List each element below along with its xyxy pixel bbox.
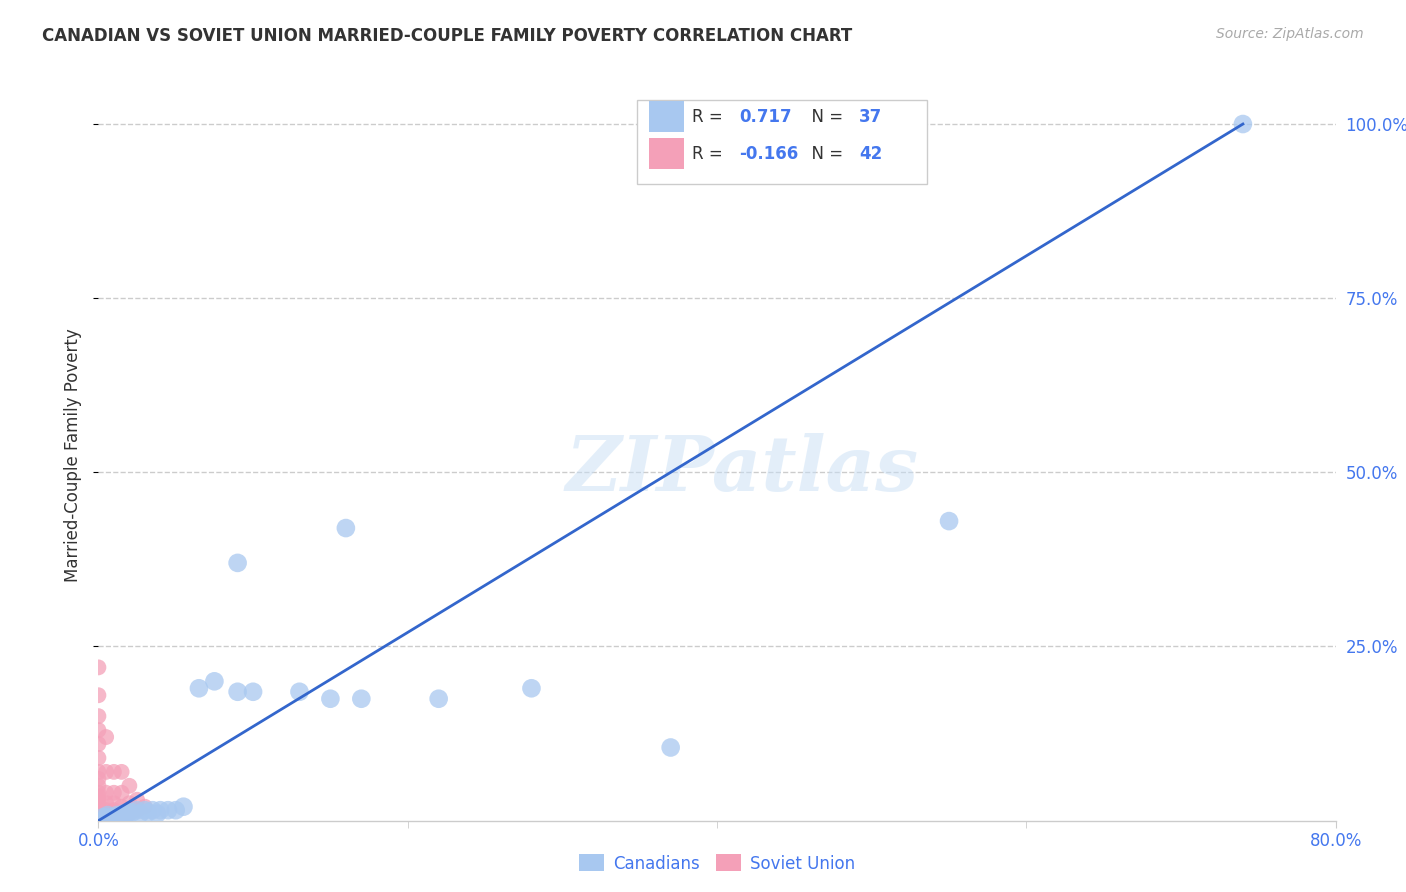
- Point: [103, 764, 125, 779]
- Point: [127, 803, 149, 817]
- Point: [87, 779, 110, 793]
- Point: [103, 786, 125, 800]
- Text: 37: 37: [859, 108, 883, 126]
- Point: [87, 793, 110, 807]
- Text: R =: R =: [692, 108, 728, 126]
- Point: [350, 691, 373, 706]
- Point: [87, 772, 110, 786]
- Point: [173, 799, 195, 814]
- Text: R =: R =: [692, 145, 728, 162]
- Point: [87, 723, 110, 737]
- Point: [134, 803, 156, 817]
- Point: [226, 556, 249, 570]
- Point: [96, 730, 118, 744]
- Point: [96, 764, 118, 779]
- Point: [105, 808, 128, 822]
- Point: [91, 810, 114, 824]
- Text: CANADIAN VS SOVIET UNION MARRIED-COUPLE FAMILY POVERTY CORRELATION CHART: CANADIAN VS SOVIET UNION MARRIED-COUPLE …: [42, 27, 852, 45]
- Point: [87, 737, 110, 751]
- Point: [87, 660, 110, 674]
- Point: [87, 801, 110, 815]
- Point: [87, 803, 110, 817]
- Point: [96, 796, 118, 810]
- Point: [335, 521, 357, 535]
- Point: [288, 685, 311, 699]
- Point: [87, 808, 110, 822]
- Point: [97, 808, 120, 822]
- Point: [115, 806, 138, 821]
- Point: [118, 779, 141, 793]
- Point: [87, 751, 110, 765]
- Point: [96, 810, 118, 824]
- Point: [242, 685, 264, 699]
- Point: [111, 806, 134, 821]
- Point: [129, 806, 152, 821]
- Point: [87, 709, 110, 723]
- Point: [121, 805, 143, 820]
- Point: [87, 688, 110, 702]
- Point: [87, 810, 110, 824]
- Text: ZIPatlas: ZIPatlas: [565, 433, 918, 507]
- Point: [96, 786, 118, 800]
- Point: [146, 806, 169, 821]
- Point: [520, 681, 543, 696]
- Point: [127, 803, 149, 817]
- Point: [111, 764, 134, 779]
- Text: 42: 42: [859, 145, 883, 162]
- Point: [87, 806, 110, 821]
- Point: [659, 740, 682, 755]
- Bar: [650, 102, 683, 132]
- Bar: [650, 138, 683, 169]
- Point: [96, 806, 118, 821]
- Point: [114, 810, 136, 824]
- Point: [427, 691, 450, 706]
- Point: [142, 803, 165, 817]
- Point: [127, 793, 149, 807]
- Point: [226, 685, 249, 699]
- Point: [188, 681, 211, 696]
- Point: [118, 806, 141, 821]
- Point: [112, 806, 135, 821]
- FancyBboxPatch shape: [637, 100, 928, 185]
- Point: [111, 799, 134, 814]
- Point: [204, 674, 226, 689]
- Point: [87, 764, 110, 779]
- Text: N =: N =: [801, 145, 849, 162]
- Point: [87, 786, 110, 800]
- Point: [1232, 117, 1254, 131]
- Point: [87, 796, 110, 810]
- Point: [111, 808, 134, 822]
- Text: Source: ZipAtlas.com: Source: ZipAtlas.com: [1216, 27, 1364, 41]
- Point: [100, 810, 122, 824]
- Y-axis label: Married-Couple Family Poverty: Married-Couple Family Poverty: [65, 328, 83, 582]
- Point: [111, 786, 134, 800]
- Point: [103, 810, 125, 824]
- Point: [118, 805, 141, 820]
- Point: [103, 808, 125, 822]
- Point: [938, 514, 960, 528]
- Point: [134, 799, 156, 814]
- Point: [87, 805, 110, 820]
- Point: [103, 803, 125, 817]
- Point: [136, 805, 159, 820]
- Point: [157, 803, 180, 817]
- Point: [319, 691, 342, 706]
- Point: [96, 810, 118, 824]
- Text: N =: N =: [801, 108, 849, 126]
- Point: [165, 803, 187, 817]
- Point: [87, 799, 110, 814]
- Text: 0.717: 0.717: [740, 108, 792, 126]
- Point: [107, 810, 129, 824]
- Point: [103, 796, 125, 810]
- Point: [96, 803, 118, 817]
- Legend: Canadians, Soviet Union: Canadians, Soviet Union: [572, 847, 862, 880]
- Point: [149, 803, 172, 817]
- Point: [87, 789, 110, 804]
- Text: -0.166: -0.166: [740, 145, 799, 162]
- Point: [118, 796, 141, 810]
